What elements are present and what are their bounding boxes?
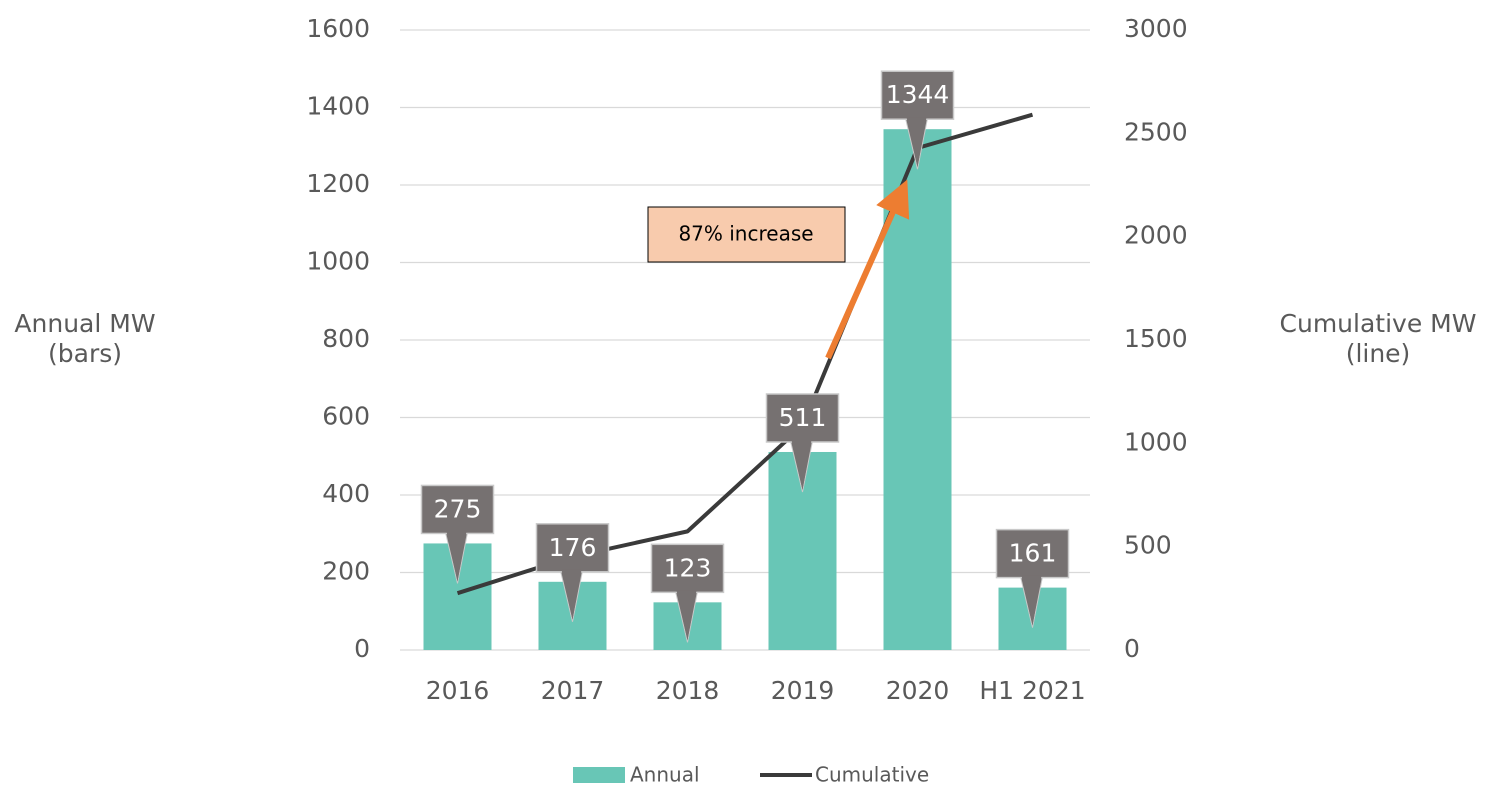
x-tick-label: 2019 <box>771 676 835 705</box>
callout-box <box>765 393 840 443</box>
callout-tail-cover <box>676 590 697 641</box>
y-axis-title: (bars) <box>48 339 122 368</box>
legend-label: Annual <box>630 763 700 787</box>
callout-tail-cover <box>906 117 927 168</box>
y2-tick-label: 1000 <box>1124 427 1188 456</box>
annotation: 87% increase <box>678 222 813 246</box>
data-label-callout: 275 <box>420 484 495 584</box>
y-tick-label: 0 <box>354 634 370 663</box>
x-tick-label: 2017 <box>541 676 605 705</box>
y2-tick-label: 500 <box>1124 531 1172 560</box>
callout-tail-cover <box>1021 575 1042 626</box>
callout-tail-cover <box>561 569 582 620</box>
y-tick-label: 1600 <box>306 14 370 43</box>
callout-box <box>880 70 955 120</box>
callout-box <box>650 543 725 594</box>
callout-tail-cover <box>446 531 467 582</box>
x-tick-label: 2016 <box>426 676 490 705</box>
legend-label: Cumulative <box>815 763 929 787</box>
data-label: 123 <box>664 553 712 582</box>
data-label: 275 <box>434 494 482 523</box>
y-tick-label: 400 <box>322 479 370 508</box>
y2-tick-label: 0 <box>1124 634 1140 663</box>
x-tick-label: 2018 <box>656 676 720 705</box>
y2-axis-title: Cumulative MW <box>1280 309 1477 338</box>
x-tick-label: 2020 <box>886 676 950 705</box>
data-label: 511 <box>779 403 827 432</box>
y2-tick-label: 2000 <box>1124 221 1188 250</box>
data-label: 161 <box>1009 539 1057 568</box>
x-tick-label: H1 2021 <box>979 676 1085 705</box>
y-tick-label: 1000 <box>306 247 370 276</box>
y-tick-label: 600 <box>322 402 370 431</box>
data-label-callout: 161 <box>995 528 1070 628</box>
y-tick-label: 1200 <box>306 169 370 198</box>
callout-tail-cover <box>791 439 812 490</box>
y2-tick-label: 3000 <box>1124 14 1188 43</box>
y2-tick-label: 2500 <box>1124 117 1188 146</box>
y2-tick-label: 1500 <box>1124 324 1188 353</box>
data-label-callout: 511 <box>765 393 840 493</box>
annotation-arrow <box>825 179 910 360</box>
data-label-callout: 176 <box>535 523 610 622</box>
callout-box <box>420 484 495 535</box>
data-label-callout: 1344 <box>880 70 955 170</box>
legend-swatch <box>573 767 625 783</box>
data-label-callout: 123 <box>650 543 725 643</box>
y-tick-label: 800 <box>322 324 370 353</box>
data-label: 176 <box>549 533 597 562</box>
annotation-box <box>647 206 846 263</box>
y-tick-label: 200 <box>322 557 370 586</box>
y-axis-title: Annual MW <box>14 309 155 338</box>
y2-axis-title: (line) <box>1346 339 1411 368</box>
callout-box <box>995 528 1070 579</box>
y-tick-label: 1400 <box>306 92 370 121</box>
data-label: 1344 <box>886 80 950 109</box>
